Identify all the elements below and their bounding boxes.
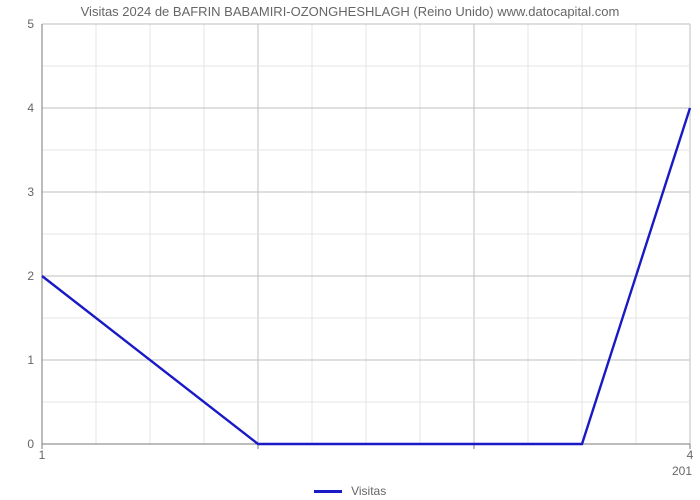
legend-swatch: [314, 490, 342, 493]
y-tick-label: 3: [4, 185, 34, 199]
y-tick-label: 1: [4, 353, 34, 367]
y-tick-label: 5: [4, 17, 34, 31]
chart-plot: [0, 0, 700, 500]
y-tick-label: 2: [4, 269, 34, 283]
legend-label: Visitas: [351, 484, 386, 498]
legend: Visitas: [0, 484, 700, 498]
chart-title: Visitas 2024 de BAFRIN BABAMIRI-OZONGHES…: [0, 4, 700, 19]
bottom-right-label: 201: [672, 464, 692, 478]
x-tick-label: 1: [39, 448, 46, 462]
chart-container: Visitas 2024 de BAFRIN BABAMIRI-OZONGHES…: [0, 0, 700, 500]
x-tick-label: 4: [687, 448, 694, 462]
y-tick-label: 0: [4, 437, 34, 451]
y-tick-label: 4: [4, 101, 34, 115]
